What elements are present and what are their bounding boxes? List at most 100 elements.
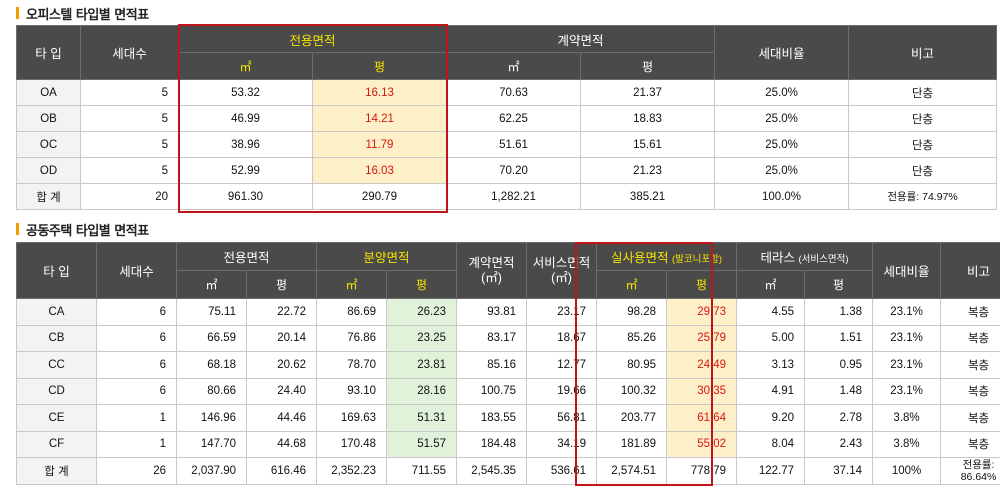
cell-terrace-sqm: 8.04 <box>736 430 806 458</box>
header-terrace-note: (서비스면적) <box>798 254 849 265</box>
cell-terrace-sqm: 4.91 <box>736 377 806 405</box>
table-row: CE 1 146.96 44.46 169.63 51.31 183.55 56… <box>16 404 1000 432</box>
cell-exclusive-sqm: 53.32 <box>178 79 313 106</box>
header-sale-sqm: ㎡ <box>316 270 388 299</box>
table-row: CF 1 147.70 44.68 170.48 51.57 184.48 34… <box>16 430 1000 458</box>
cell-total-contract-pyeong: 385.21 <box>580 183 716 210</box>
header-units: 세대수 <box>96 242 177 299</box>
header-exclusive-area: 전용면적 <box>175 242 318 271</box>
header-actual-note: (발코니포함) <box>672 254 723 265</box>
cell-exclusive-sqm: 52.99 <box>178 157 313 184</box>
cell-actual-pyeong: 61.64 <box>666 404 738 432</box>
cell-type: CF <box>16 430 97 458</box>
apartment-title-text: 공동주택 타입별 면적표 <box>26 223 149 239</box>
cell-contract-sqm: 70.63 <box>446 79 582 106</box>
cell-total-contract-sqm: 1,282.21 <box>446 183 582 210</box>
cell-service: 18.67 <box>526 324 598 352</box>
cell-type: OD <box>16 157 81 184</box>
cell-contract-pyeong: 18.83 <box>580 105 716 132</box>
officetel-title-text: 오피스텔 타입별 면적표 <box>26 7 149 23</box>
cell-exclusive-pyeong: 24.40 <box>245 377 318 405</box>
cell-contract: 83.17 <box>456 324 528 352</box>
cell-note: 복층 <box>940 324 1000 352</box>
cell-type: CA <box>16 298 97 326</box>
cell-terrace-pyeong: 2.78 <box>804 404 874 432</box>
cell-units: 6 <box>96 377 177 405</box>
cell-units: 5 <box>80 79 179 106</box>
header-terrace-label: 테라스 <box>760 251 796 265</box>
cell-total-ratio: 100% <box>872 457 942 485</box>
apartment-section-title: 공동주택 타입별 면적표 <box>16 219 149 239</box>
cell-service: 34.19 <box>526 430 598 458</box>
cell-total-actual-sqm: 2,574.51 <box>596 457 668 485</box>
cell-sale-pyeong: 51.31 <box>386 404 458 432</box>
cell-terrace-pyeong: 1.48 <box>804 377 874 405</box>
cell-type: OA <box>16 79 81 106</box>
cell-sale-pyeong: 28.16 <box>386 377 458 405</box>
cell-sale-pyeong: 23.25 <box>386 324 458 352</box>
cell-sale-sqm: 78.70 <box>316 351 388 379</box>
cell-sale-pyeong: 26.23 <box>386 298 458 326</box>
cell-terrace-pyeong: 0.95 <box>804 351 874 379</box>
header-terrace: 테라스 (서비스면적) <box>736 242 874 271</box>
cell-note: 단층 <box>848 105 998 132</box>
cell-exclusive-sqm: 68.18 <box>176 351 247 379</box>
cell-exclusive-pyeong: 16.13 <box>311 79 448 106</box>
cell-terrace-pyeong: 1.38 <box>804 298 874 326</box>
cell-exclusive-pyeong: 20.62 <box>245 351 318 379</box>
cell-ratio: 23.1% <box>872 298 942 326</box>
header-actual-sqm: ㎡ <box>596 270 668 299</box>
header-exclusive-pyeong: 평 <box>245 270 318 299</box>
cell-exclusive-pyeong: 20.14 <box>245 324 318 352</box>
cell-contract: 100.75 <box>456 377 528 405</box>
cell-ratio: 23.1% <box>872 377 942 405</box>
cell-contract-pyeong: 15.61 <box>580 131 716 158</box>
cell-actual-pyeong: 55.02 <box>666 430 738 458</box>
cell-sale-pyeong: 51.57 <box>386 430 458 458</box>
cell-units: 5 <box>80 105 179 132</box>
cell-ratio: 3.8% <box>872 404 942 432</box>
cell-terrace-pyeong: 2.43 <box>804 430 874 458</box>
cell-note: 복층 <box>940 430 1000 458</box>
total-row: 합 계 20 961.30 290.79 1,282.21 385.21 100… <box>16 183 998 210</box>
cell-sale-sqm: 169.63 <box>316 404 388 432</box>
total-note-line2: 86.64% <box>960 470 997 483</box>
cell-total-actual-pyeong: 778.79 <box>666 457 738 485</box>
cell-units: 6 <box>96 298 177 326</box>
cell-terrace-pyeong: 1.51 <box>804 324 874 352</box>
header-sale-pyeong: 평 <box>386 270 458 299</box>
cell-total-sale-pyeong: 711.55 <box>386 457 458 485</box>
cell-total-sale-sqm: 2,352.23 <box>316 457 388 485</box>
cell-units: 6 <box>96 351 177 379</box>
cell-total-note: 전용률: 74.97% <box>848 183 998 210</box>
cell-units: 5 <box>80 157 179 184</box>
cell-exclusive-pyeong: 44.46 <box>245 404 318 432</box>
cell-sale-sqm: 93.10 <box>316 377 388 405</box>
cell-contract: 183.55 <box>456 404 528 432</box>
officetel-section-title: 오피스텔 타입별 면적표 <box>16 3 149 23</box>
cell-units: 1 <box>96 404 177 432</box>
cell-ratio: 3.8% <box>872 430 942 458</box>
cell-ratio: 23.1% <box>872 351 942 379</box>
cell-contract-pyeong: 21.23 <box>580 157 716 184</box>
table-row: OC 5 38.96 11.79 51.61 15.61 25.0% 단층 <box>16 131 998 158</box>
cell-total-note: 전용률: 86.64% <box>940 457 1000 485</box>
header-contract-label: 계약면적 <box>468 255 515 270</box>
cell-note: 복층 <box>940 351 1000 379</box>
cell-total-label: 합 계 <box>16 457 97 485</box>
cell-exclusive-sqm: 75.11 <box>176 298 247 326</box>
cell-type: OB <box>16 105 81 132</box>
cell-actual-sqm: 98.28 <box>596 298 668 326</box>
cell-actual-sqm: 80.95 <box>596 351 668 379</box>
cell-exclusive-sqm: 46.99 <box>178 105 313 132</box>
officetel-area-table: 타 입 세대수 전용면적 계약면적 세대비율 비고 ㎡ 평 ㎡ 평 OA 5 5… <box>16 25 998 210</box>
cell-note: 단층 <box>848 157 998 184</box>
header-contract-pyeong: 평 <box>580 52 716 80</box>
cell-exclusive-pyeong: 16.03 <box>311 157 448 184</box>
cell-note: 단층 <box>848 79 998 106</box>
cell-sale-pyeong: 23.81 <box>386 351 458 379</box>
cell-ratio: 25.0% <box>714 79 850 106</box>
cell-exclusive-sqm: 147.70 <box>176 430 247 458</box>
table-row: OA 5 53.32 16.13 70.63 21.37 25.0% 단층 <box>16 79 998 106</box>
cell-ratio: 25.0% <box>714 131 850 158</box>
